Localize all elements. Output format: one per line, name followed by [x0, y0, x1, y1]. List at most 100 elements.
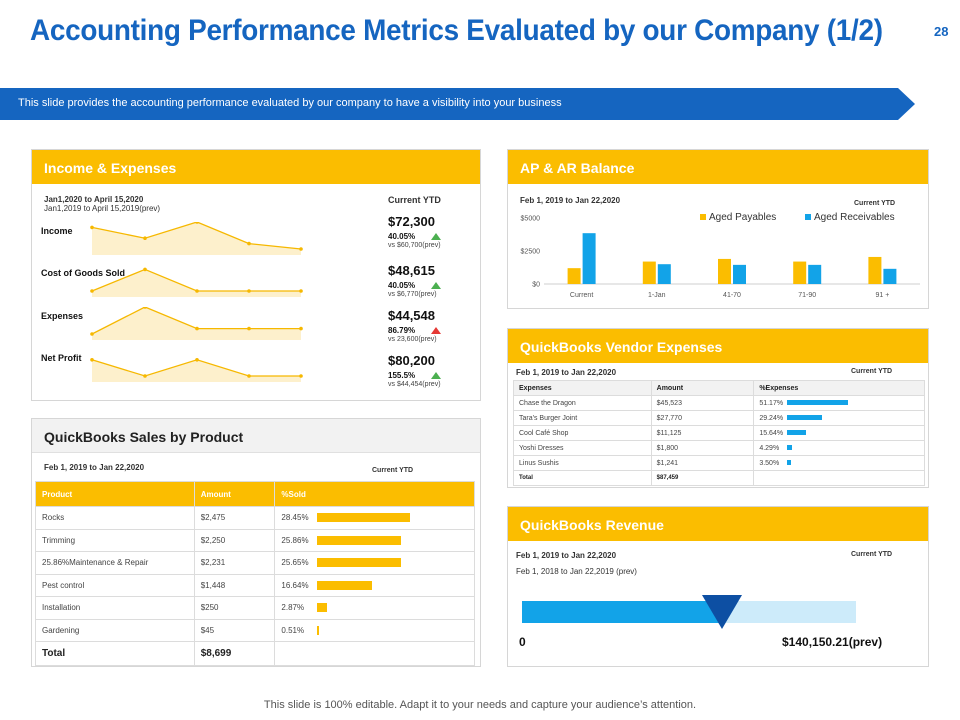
table-row: Tara's Burger Joint $27,770 29.24% — [513, 410, 925, 426]
table-cell-name: 25.86%Maintenance & Repair — [35, 551, 195, 575]
legend-swatch — [805, 214, 811, 220]
sparkline-point — [247, 326, 251, 331]
revenue-marker-triangle — [702, 595, 743, 629]
slide-title: Accounting Performance Metrics Evaluated… — [30, 14, 883, 47]
table-header-cell: Amount — [650, 380, 755, 396]
table-cell-name: Gardening — [35, 618, 195, 642]
sparkline-point — [90, 332, 94, 336]
income-row-pct: 155.5% — [388, 371, 416, 380]
bar-aged-payables — [718, 258, 731, 284]
pct-bar — [787, 430, 806, 436]
pct-bar — [317, 558, 401, 568]
x-tick-label: 1-Jan — [648, 292, 666, 299]
revenue-date: Feb 1, 2019 to Jan 22,2020 — [516, 551, 617, 560]
revenue-title: QuickBooks Revenue — [508, 507, 928, 541]
table-cell-pct: 51.17% — [753, 395, 925, 411]
table-header-cell: Product — [35, 481, 195, 507]
revenue-date-prev: Feb 1, 2018 to Jan 22,2019 (prev) — [516, 567, 637, 576]
table-cell-pct: 3.50% — [753, 455, 925, 471]
vendor-table: Expenses Amount %Expenses Chase the Dragon $… — [513, 380, 925, 486]
bar-aged-receivables — [582, 233, 596, 284]
pct-value: 28.45% — [281, 513, 309, 523]
x-tick-label: Current — [570, 292, 593, 299]
sales-title: QuickBooks Sales by Product — [32, 419, 480, 453]
sparkline-point — [247, 289, 251, 293]
table-row: Chase the Dragon $45,523 51.17% — [513, 395, 925, 411]
table-cell-amount: $27,770 — [650, 410, 755, 426]
income-row-prev: vs $44,454(prev) — [388, 381, 441, 388]
table-cell-pct: 15.64% — [753, 425, 925, 441]
vendor-current-ytd: Current YTD — [851, 368, 893, 375]
bar-aged-payables — [567, 268, 581, 284]
income-row-label: Income — [41, 226, 73, 236]
table-cell-amount: $2,231 — [193, 551, 276, 575]
y-tick-label: $0 — [532, 282, 540, 289]
income-sparkline — [90, 358, 303, 382]
apar-date: Feb 1, 2019 to Jan 22,2020 — [520, 196, 621, 205]
table-cell-amount: $1,241 — [650, 455, 755, 471]
table-cell-name: Pest control — [35, 573, 195, 597]
table-cell-pct: 25.86% — [274, 528, 475, 552]
trend-down-icon — [431, 327, 441, 334]
pct-bar — [787, 400, 848, 406]
table-header-row: Product Amount %Sold — [35, 481, 475, 507]
table-total-cell: Total — [513, 470, 652, 486]
banner-text: This slide provides the accounting perfo… — [18, 97, 562, 109]
revenue-progress-fill — [522, 601, 723, 623]
bar-aged-receivables — [657, 264, 671, 284]
pct-value: 25.65% — [281, 558, 309, 568]
sparkline-point — [247, 241, 251, 246]
sparkline-point — [299, 289, 303, 293]
revenue-current-ytd: Current YTD — [851, 551, 893, 558]
table-row: Linus Sushis $1,241 3.50% — [513, 455, 925, 471]
pct-value: 2.87% — [281, 603, 305, 613]
income-sparkline — [90, 222, 303, 255]
pct-bar — [317, 580, 372, 590]
sparkline-point — [143, 374, 147, 378]
sales-current-ytd: Current YTD — [372, 467, 414, 474]
trend-up-icon — [431, 282, 441, 289]
revenue-panel: QuickBooks Revenue Feb 1, 2019 to Jan 22… — [507, 506, 929, 667]
trend-up-icon — [431, 233, 441, 240]
pct-bar — [787, 415, 822, 421]
table-row: 25.86%Maintenance & Repair $2,231 25.65% — [35, 551, 475, 575]
table-cell-name: Rocks — [35, 506, 195, 530]
apar-bar-chart: $0 $2500 $5000 Current 1-Jan 41-70 71-90 91 + Ag… — [521, 212, 920, 299]
pct-bar — [787, 460, 792, 466]
table-header-cell: %Expenses — [753, 380, 925, 396]
page-number: 28 — [934, 24, 949, 39]
sparkline-point — [90, 289, 94, 293]
income-date-prev: Jan1,2019 to April 15,2019(prev) — [44, 204, 161, 213]
vendor-title: QuickBooks Vendor Expenses — [508, 329, 928, 363]
table-cell-pct: 29.24% — [753, 410, 925, 426]
pct-value: 3.50% — [759, 459, 780, 467]
sparkline-point — [247, 374, 251, 378]
income-row-value: $80,200 — [388, 353, 435, 368]
sales-panel: QuickBooks Sales by Product Feb 1, 2019 … — [31, 418, 481, 667]
legend-label: Aged Receivables — [814, 212, 895, 223]
pct-value: 0.51% — [281, 625, 305, 635]
income-row-value: $48,615 — [388, 263, 435, 278]
sparkline-point — [299, 374, 303, 378]
table-cell-pct: 0.51% — [274, 618, 475, 642]
table-cell-pct: 28.45% — [274, 506, 475, 530]
apar-current-ytd: Current YTD — [854, 200, 896, 207]
bar-aged-payables — [793, 261, 807, 284]
bar-aged-payables — [642, 261, 656, 284]
table-cell-name: Linus Sushis — [513, 455, 652, 471]
y-tick-label: $5000 — [521, 216, 541, 223]
table-total-row: Total $8,699 — [35, 641, 475, 666]
income-row-label: Cost of Goods Sold — [41, 268, 125, 278]
pct-bar — [317, 603, 327, 613]
table-row: Cool Café Shop $11,125 15.64% — [513, 425, 925, 441]
table-row: Gardening $45 0.51% — [35, 618, 475, 642]
apar-title: AP & AR Balance — [508, 150, 928, 184]
income-sparkline — [90, 307, 303, 340]
x-tick-label: 91 + — [875, 292, 889, 299]
sparkline-point — [195, 289, 199, 293]
bar-aged-receivables — [733, 264, 746, 284]
income-row-pct: 40.05% — [388, 232, 416, 241]
vendor-date: Feb 1, 2019 to Jan 22,2020 — [516, 368, 617, 377]
table-cell-pct: 16.64% — [274, 573, 475, 597]
income-row-prev: vs $6,770(prev) — [388, 291, 437, 298]
